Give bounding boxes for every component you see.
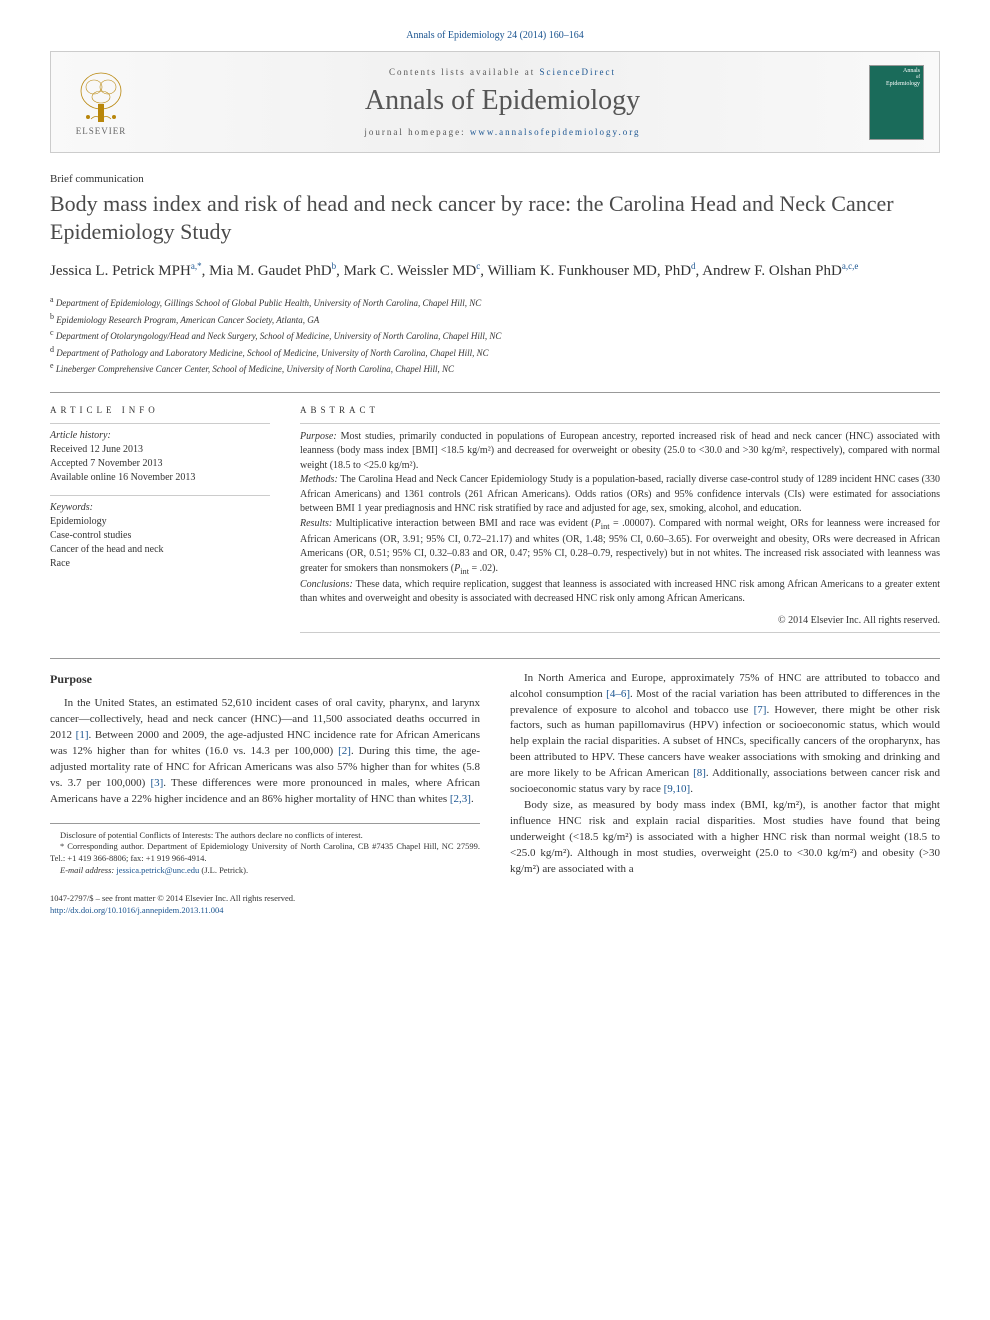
info-divider — [50, 423, 270, 424]
purpose-heading: Purpose — [50, 671, 480, 688]
history-text: Received 12 June 2013Accepted 7 November… — [50, 443, 270, 485]
info-abstract-row: ARTICLE INFO Article history: Received 1… — [50, 405, 940, 633]
abstract-divider — [300, 423, 940, 424]
issn-line: 1047-2797/$ – see front matter © 2014 El… — [50, 892, 480, 904]
right-column: In North America and Europe, approximate… — [510, 671, 940, 917]
history-label: Article history: — [50, 430, 270, 441]
homepage-prefix: journal homepage: — [364, 127, 469, 137]
contents-line: Contents lists available at ScienceDirec… — [136, 67, 869, 77]
doi-link[interactable]: http://dx.doi.org/10.1016/j.annepidem.20… — [50, 905, 224, 915]
article-section-label: Brief communication — [50, 173, 940, 185]
keywords-text: EpidemiologyCase-control studiesCancer o… — [50, 515, 270, 571]
cover-label-line2: Epidemiology — [886, 81, 920, 87]
main-body-columns: Purpose In the United States, an estimat… — [50, 671, 940, 917]
right-para-2: Body size, as measured by body mass inde… — [510, 798, 940, 878]
email-label: E-mail address: — [60, 865, 114, 875]
article-title: Body mass index and risk of head and nec… — [50, 190, 940, 245]
abstract-heading: ABSTRACT — [300, 405, 940, 415]
cover-label-of: of — [916, 75, 920, 80]
copyright-line: © 2014 Elsevier Inc. All rights reserved… — [300, 615, 940, 626]
info-divider-2 — [50, 495, 270, 496]
email-line: E-mail address: jessica.petrick@unc.edu … — [50, 865, 480, 877]
publisher-logo: ELSEVIER — [66, 62, 136, 142]
authors-line: Jessica L. Petrick MPHa,*, Mia M. Gaudet… — [50, 260, 940, 282]
banner-center: Contents lists available at ScienceDirec… — [136, 67, 869, 137]
abstract-col: ABSTRACT Purpose: Most studies, primaril… — [300, 405, 940, 633]
email-link[interactable]: jessica.petrick@unc.edu — [116, 865, 199, 875]
homepage-link[interactable]: www.annalsofepidemiology.org — [470, 127, 641, 137]
left-column: Purpose In the United States, an estimat… — [50, 671, 480, 917]
email-suffix: (J.L. Petrick). — [199, 865, 248, 875]
cover-label-line1: Annals — [903, 68, 920, 74]
abstract-divider-bottom — [300, 632, 940, 633]
publisher-name: ELSEVIER — [76, 126, 127, 136]
cover-label: Annals of Epidemiology — [886, 68, 920, 88]
citation-header: Annals of Epidemiology 24 (2014) 160–164 — [50, 30, 940, 41]
journal-banner: ELSEVIER Contents lists available at Sci… — [50, 51, 940, 153]
corresponding-note: * Corresponding author. Department of Ep… — [50, 841, 480, 865]
elsevier-tree-icon — [76, 69, 126, 124]
journal-cover-thumbnail: Annals of Epidemiology — [869, 65, 924, 140]
journal-name: Annals of Epidemiology — [136, 85, 869, 117]
abstract-body: Purpose: Most studies, primarily conduct… — [300, 430, 940, 607]
keywords-label: Keywords: — [50, 502, 270, 513]
article-info-heading: ARTICLE INFO — [50, 405, 270, 415]
right-para-1: In North America and Europe, approximate… — [510, 671, 940, 799]
affiliations-list: a Department of Epidemiology, Gillings S… — [50, 294, 940, 377]
footnotes-block: Disclosure of potential Conflicts of Int… — [50, 823, 480, 878]
section-divider — [50, 392, 940, 393]
left-para: In the United States, an estimated 52,61… — [50, 696, 480, 808]
contents-prefix: Contents lists available at — [389, 67, 539, 77]
conflicts-note: Disclosure of potential Conflicts of Int… — [50, 830, 480, 842]
sciencedirect-link[interactable]: ScienceDirect — [540, 67, 616, 77]
footer-meta: 1047-2797/$ – see front matter © 2014 El… — [50, 892, 480, 917]
article-info-col: ARTICLE INFO Article history: Received 1… — [50, 405, 270, 633]
homepage-line: journal homepage: www.annalsofepidemiolo… — [136, 127, 869, 137]
body-divider — [50, 658, 940, 659]
